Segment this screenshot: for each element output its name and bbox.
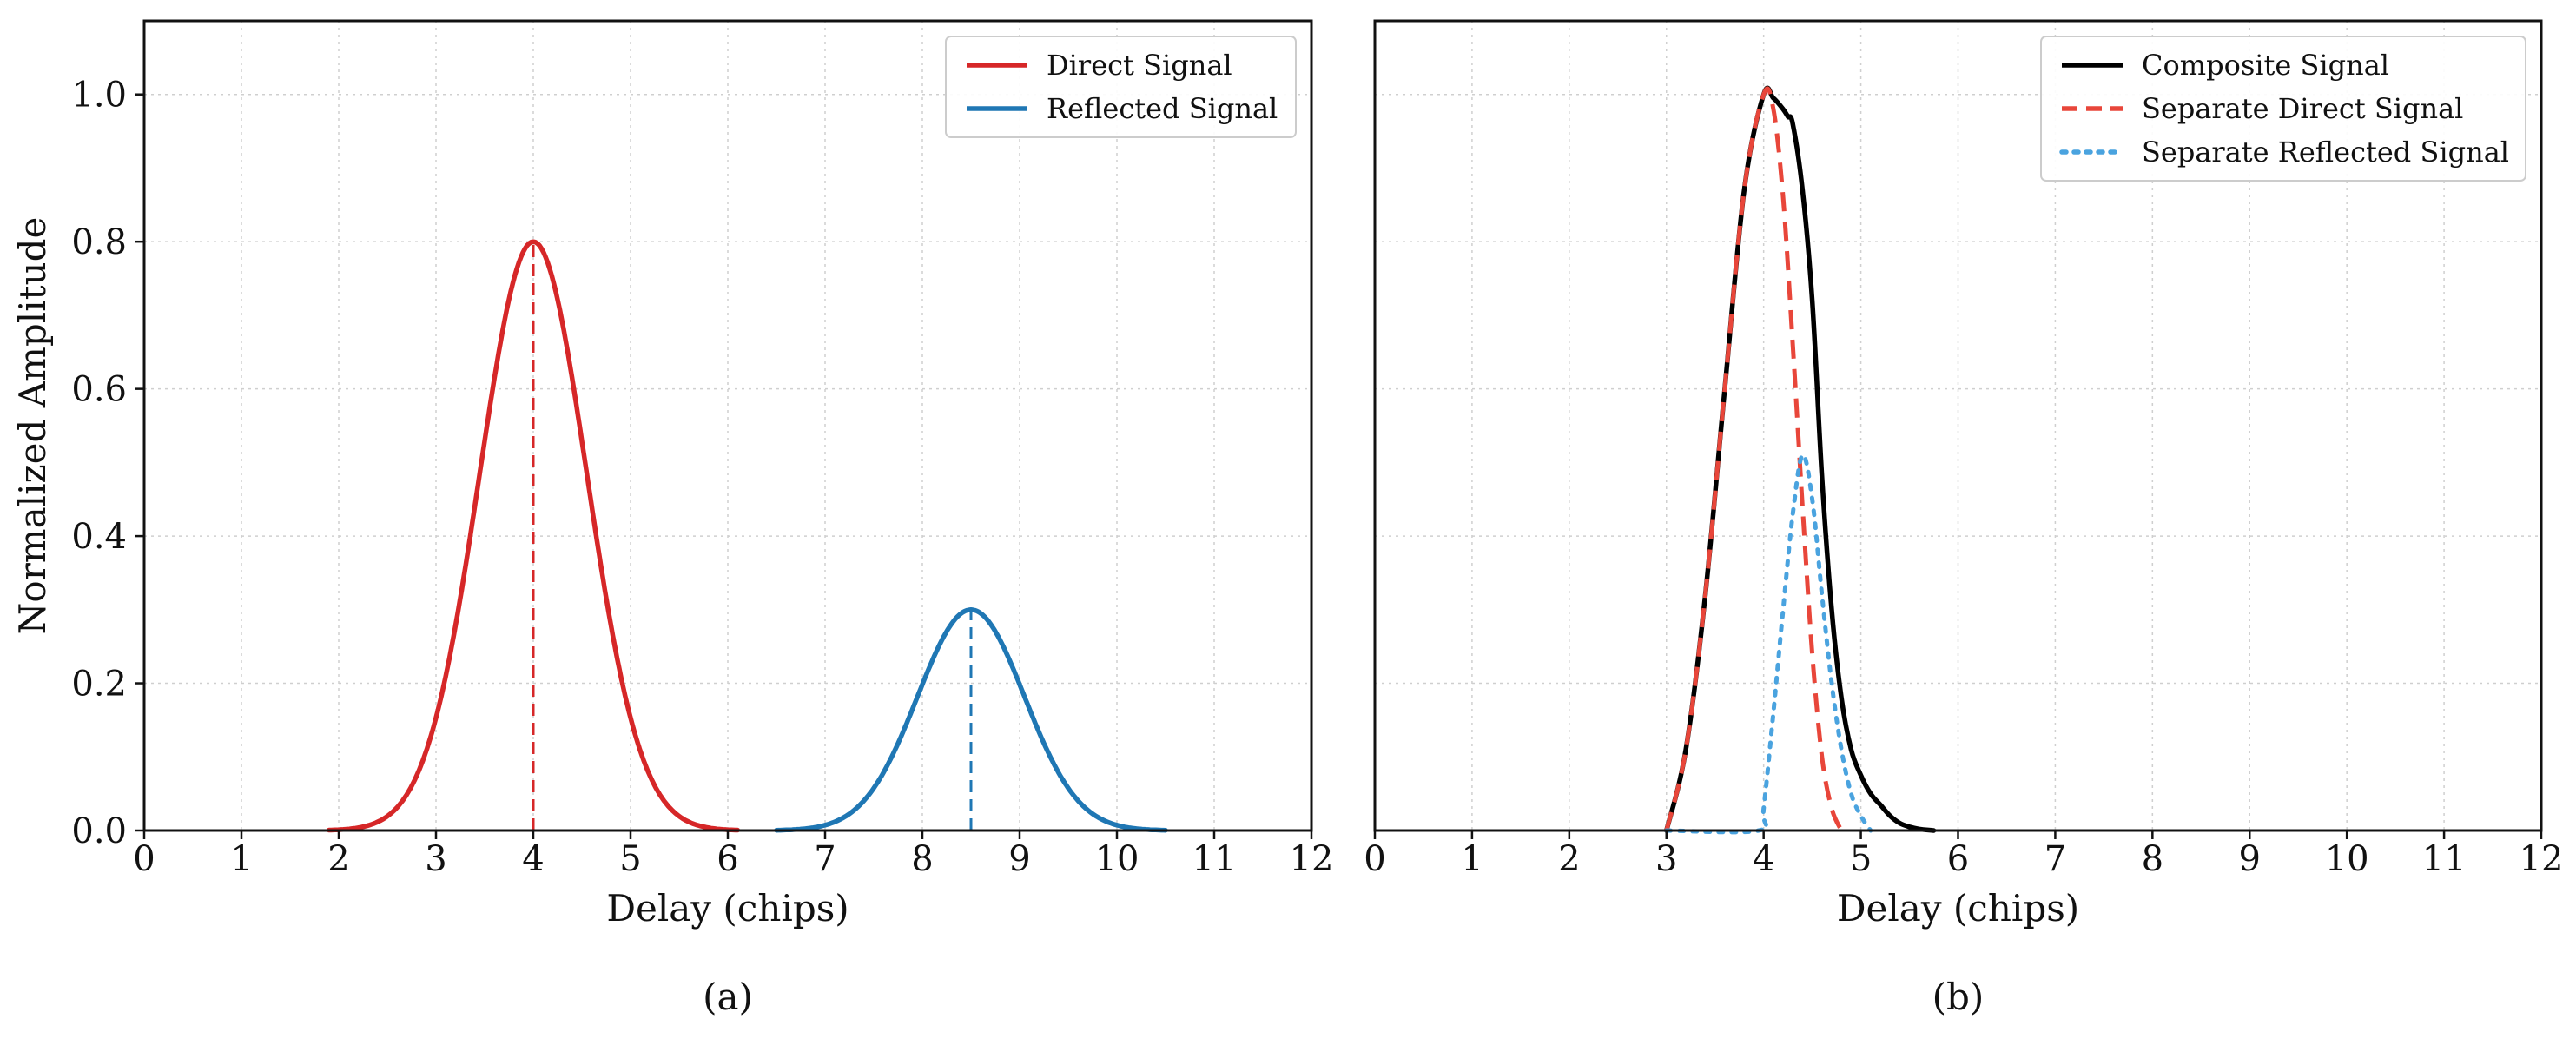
x-tick-label: 6 [1947,839,1969,879]
legend: Direct Signal Reflected Signal [945,36,1297,138]
x-tick-label: 9 [2239,839,2261,879]
x-tick-label: 11 [2422,839,2467,879]
x-axis-label: Delay (chips) [606,887,849,930]
legend-label: Separate Reflected Signal [2142,136,2509,169]
legend-box [2040,36,2526,182]
legend-label: Direct Signal [1047,49,1232,82]
x-tick-label: 3 [1655,839,1677,879]
x-tick-label: 10 [2325,839,2369,879]
x-tick-label: 7 [2044,839,2066,879]
series-line-direct-signal [327,239,740,833]
y-tick-label: 0.8 [71,222,127,262]
y-tick-label: 0.6 [71,370,127,410]
x-tick-label: 8 [911,839,933,879]
x-tick-label: 8 [2142,839,2163,879]
panel-caption: (a) [703,976,753,1018]
legend-label: Composite Signal [2142,49,2389,82]
x-tick-label: 4 [1753,839,1774,879]
panel-caption: (b) [1932,976,1985,1018]
legend-label: Reflected Signal [1047,92,1278,125]
x-tick-label: 5 [1850,839,1872,879]
legend-label: Separate Direct Signal [2142,92,2463,125]
series-line-separate-direct-signal [1664,86,1844,832]
y-tick-label: 0.0 [71,811,127,851]
x-tick-label: 0 [1364,839,1385,879]
x-tick-label: 11 [1192,839,1237,879]
x-tick-label: 0 [133,839,155,879]
x-tick-label: 1 [230,839,252,879]
x-tick-label: 3 [425,839,446,879]
y-tick-label: 1.0 [71,76,127,116]
x-tick-label: 10 [1095,839,1139,879]
y-axis-label: Normalized Amplitude [11,217,54,635]
y-tick-label: 0.4 [71,517,127,557]
legend-box [945,36,1297,138]
series-line-separate-reflected-signal [1664,453,1873,835]
x-tick-label: 9 [1008,839,1030,879]
x-tick-label: 12 [2520,839,2564,879]
x-tick-label: 2 [1558,839,1580,879]
x-axis-label: Delay (chips) [1837,887,2079,930]
x-tick-label: 1 [1461,839,1483,879]
x-tick-label: 4 [522,839,544,879]
y-tick-label: 0.2 [71,665,127,705]
x-tick-label: 6 [717,839,738,879]
x-tick-label: 5 [619,839,641,879]
legend: Composite Signal Separate Direct Signal Se… [2040,36,2526,182]
x-tick-label: 12 [1290,839,1334,879]
series-line-reflected-signal [774,607,1168,833]
x-tick-label: 7 [814,839,836,879]
x-tick-label: 2 [327,839,349,879]
panel-a: 0 1 2 3 4 5 6 7 8 9 10 11 120.00.20.40.60.81.0Delay … [11,19,1334,1018]
